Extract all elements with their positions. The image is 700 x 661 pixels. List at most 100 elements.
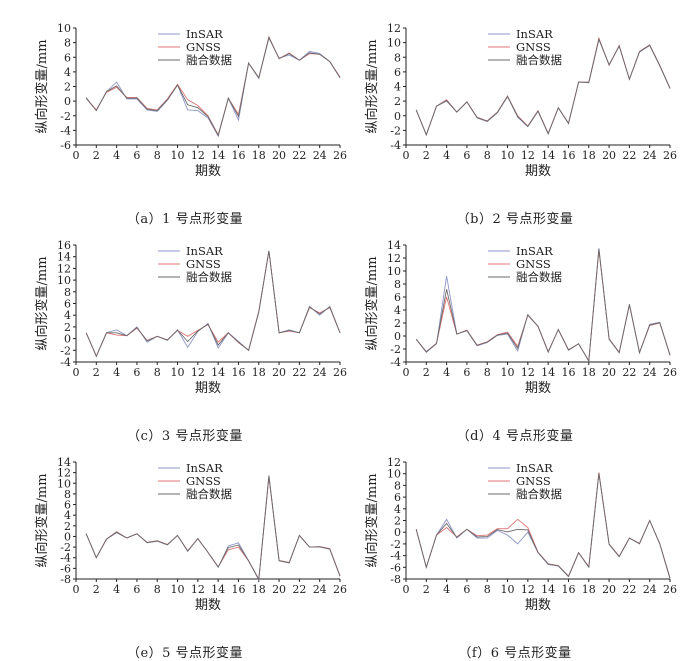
x-tick-label: 6: [463, 583, 470, 596]
y-tick-label: 14: [387, 239, 401, 252]
caption-e: （e）5 号点形变量: [126, 646, 244, 661]
legend-label: InSAR: [516, 27, 553, 41]
x-tick-label: 16: [561, 149, 575, 162]
x-axis-label: 期数: [195, 164, 221, 179]
y-tick-label: 2: [394, 317, 401, 330]
y-tick-label: 8: [394, 51, 401, 64]
x-tick-label: 14: [211, 583, 225, 596]
x-tick-label: 6: [133, 583, 140, 596]
x-tick-label: 6: [133, 149, 140, 162]
x-tick-label: 24: [643, 366, 657, 379]
legend-label: GNSS: [516, 257, 551, 271]
x-tick-label: 2: [93, 149, 100, 162]
y-axis-label: 纵向形变量/mm: [34, 39, 50, 133]
x-tick-label: 8: [484, 149, 491, 162]
y-tick-label: 2: [394, 515, 401, 528]
x-tick-label: 14: [541, 366, 555, 379]
y-tick-label: 0: [394, 330, 401, 343]
y-tick-label: 2: [64, 321, 71, 334]
panel-a: 10 8 6 4 2 0 -2 -4 -6 0 2 4 6 8 10 12 14 16 18 20 22 24 26 期数 纵向…: [15, 20, 355, 227]
y-tick-label: 8: [64, 286, 71, 299]
series-line-fusion: [85, 476, 341, 581]
y-tick-label: 4: [64, 309, 71, 322]
x-tick-label: 0: [73, 366, 80, 379]
y-tick-label: 0: [394, 110, 401, 123]
y-tick-label: -2: [60, 110, 71, 123]
x-tick-label: 26: [333, 366, 347, 379]
series-line-fusion: [415, 248, 671, 363]
x-tick-label: 2: [423, 583, 430, 596]
y-tick-label: 10: [57, 477, 71, 490]
y-axis-label: 纵向形变量/mm: [34, 256, 50, 350]
y-tick-label: 4: [64, 509, 71, 522]
x-tick-label: 16: [561, 583, 575, 596]
series-line-fusion: [415, 37, 671, 137]
legend-label: 融合数据: [186, 53, 232, 67]
panel-c: 16 14 12 10 8 6 4 2 0 -2 -4 0 2 4 6 8 10 12 14 16 18 20 22 24 26…: [15, 237, 355, 444]
x-tick-label: 26: [333, 583, 347, 596]
x-tick-label: 26: [663, 149, 677, 162]
legend-label: GNSS: [186, 40, 221, 54]
y-tick-label: 12: [387, 252, 401, 265]
x-tick-label: 4: [113, 366, 120, 379]
y-tick-label: -4: [390, 356, 401, 369]
x-tick-label: 24: [643, 149, 657, 162]
x-tick-label: 14: [541, 149, 555, 162]
legend-label: InSAR: [186, 27, 223, 41]
x-tick-label: 20: [272, 149, 286, 162]
x-tick-label: 20: [602, 366, 616, 379]
y-tick-label: 14: [57, 456, 71, 469]
series-line-fusion: [85, 36, 341, 137]
y-tick-label: 6: [64, 298, 71, 311]
y-axis-label: 纵向形变量/mm: [364, 256, 380, 350]
y-tick-label: -4: [390, 550, 401, 563]
legend-label: 融合数据: [516, 53, 562, 67]
panel-e: 14 12 10 8 6 4 2 0 -2 -4 -6 -8 0 2 4 6 8 10 12 14 16 18 20 22 24…: [15, 454, 355, 661]
y-tick-label: 12: [57, 467, 71, 480]
x-tick-label: 22: [292, 366, 306, 379]
x-axis-label: 期数: [195, 381, 221, 396]
x-tick-label: 18: [252, 149, 266, 162]
x-tick-label: 10: [171, 366, 185, 379]
caption-a: （a）1 号点形变量: [126, 212, 244, 227]
y-tick-label: 0: [64, 333, 71, 346]
panel-f: 12 10 8 6 4 2 0 -2 -4 -6 -8 0 2 4 6 8 10 12 14 16 18 20 22 24 26…: [345, 454, 685, 661]
y-tick-label: -6: [60, 562, 71, 575]
caption-f: （f）6 号点形变量: [458, 646, 572, 661]
x-tick-label: 0: [403, 366, 410, 379]
y-tick-label: 0: [64, 530, 71, 543]
x-axis-label: 期数: [525, 381, 551, 396]
x-tick-label: 26: [663, 583, 677, 596]
y-tick-label: 6: [64, 51, 71, 64]
x-tick-label: 8: [484, 366, 491, 379]
y-tick-label: -4: [60, 124, 71, 137]
legend-label: InSAR: [186, 461, 223, 475]
x-tick-label: 20: [602, 149, 616, 162]
x-tick-label: 22: [292, 149, 306, 162]
y-tick-label: -8: [60, 573, 71, 586]
x-tick-label: 18: [252, 583, 266, 596]
y-tick-label: 14: [57, 251, 71, 264]
x-tick-label: 12: [191, 149, 205, 162]
x-tick-label: 26: [663, 366, 677, 379]
y-tick-label: 4: [394, 81, 401, 94]
x-tick-label: 24: [313, 366, 327, 379]
x-tick-label: 24: [643, 583, 657, 596]
x-tick-label: 16: [231, 366, 245, 379]
x-tick-label: 24: [313, 583, 327, 596]
x-tick-label: 18: [582, 583, 596, 596]
x-tick-label: 24: [313, 149, 327, 162]
x-tick-label: 14: [541, 583, 555, 596]
x-tick-label: 4: [443, 149, 450, 162]
legend-label: 融合数据: [186, 270, 232, 284]
y-tick-label: 4: [64, 66, 71, 79]
x-tick-label: 8: [154, 583, 161, 596]
x-tick-label: 16: [231, 583, 245, 596]
y-tick-label: -2: [390, 343, 401, 356]
legend-label: GNSS: [186, 257, 221, 271]
x-tick-label: 26: [333, 149, 347, 162]
